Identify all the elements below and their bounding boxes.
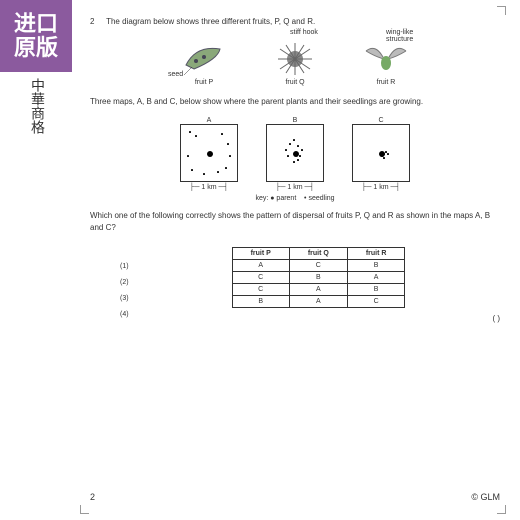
map-b-box <box>266 124 324 182</box>
map-b-scale: ├─ 1 km ─┤ <box>266 184 324 191</box>
map-c-scale: ├─ 1 km ─┤ <box>352 184 410 191</box>
fruit-r: wing-like structure fruit R <box>358 37 414 86</box>
map-a-box <box>180 124 238 182</box>
crop-mark <box>497 505 506 514</box>
worksheet-page: 2 The diagram below shows three differen… <box>90 10 500 323</box>
maps-row: A ├─ 1 km ─┤ B ├─ 1 km ─┤ C ├─ 1 km ─┤ <box>90 117 500 191</box>
map-c: C ├─ 1 km ─┤ <box>352 117 410 191</box>
crop-mark <box>80 505 89 514</box>
fruits-row: seed fruit P stiff hook fruit Q wing-lik… <box>90 37 500 86</box>
fruit-p-caption: fruit P <box>176 79 232 86</box>
map-a-scale: ├─ 1 km ─┤ <box>180 184 238 191</box>
badge-shop: 中華商格 <box>0 72 72 140</box>
intro-text: The diagram below shows three different … <box>106 17 315 26</box>
page-footer: 2 © GLM <box>90 492 500 502</box>
map-c-title: C <box>352 117 410 124</box>
options-block: (1)(2)(3)(4) fruit Pfruit Qfruit RACBCBA… <box>120 243 500 323</box>
map-b-title: B <box>266 117 324 124</box>
fruit-q: stiff hook fruit Q <box>272 37 318 86</box>
badge-line2: 原版 <box>14 36 58 60</box>
fruit-r-caption: fruit R <box>358 79 414 86</box>
question-number: 2 <box>90 16 104 27</box>
copyright: © GLM <box>471 492 500 502</box>
hook-label: stiff hook <box>290 29 318 36</box>
map-b: B ├─ 1 km ─┤ <box>266 117 324 191</box>
page-number: 2 <box>90 492 95 502</box>
wing-icon <box>358 37 414 77</box>
map-key: key: ● parent • seedling <box>90 195 500 202</box>
badge-top: 进口 原版 <box>0 0 72 72</box>
wing-label: wing-like structure <box>386 29 426 43</box>
map-c-box <box>352 124 410 182</box>
answer-blank: ( ) <box>492 314 500 323</box>
question-intro: 2 The diagram below shows three differen… <box>90 16 500 27</box>
fruit-p: seed fruit P <box>176 37 232 86</box>
pod-icon <box>176 37 232 77</box>
map-a-title: A <box>180 117 238 124</box>
burr-icon <box>272 37 318 77</box>
answer-table: fruit Pfruit Qfruit RACBCBACABBAC <box>196 247 406 308</box>
badge-line1: 进口 <box>14 12 58 36</box>
question-text: Which one of the following correctly sho… <box>90 210 500 232</box>
maps-intro: Three maps, A, B and C, below show where… <box>90 96 500 107</box>
option-numbers: (1)(2)(3)(4) <box>120 243 129 323</box>
import-badge: 进口 原版 中華商格 <box>0 0 72 130</box>
fruit-q-caption: fruit Q <box>272 79 318 86</box>
seed-label: seed <box>168 71 183 78</box>
map-a: A ├─ 1 km ─┤ <box>180 117 238 191</box>
